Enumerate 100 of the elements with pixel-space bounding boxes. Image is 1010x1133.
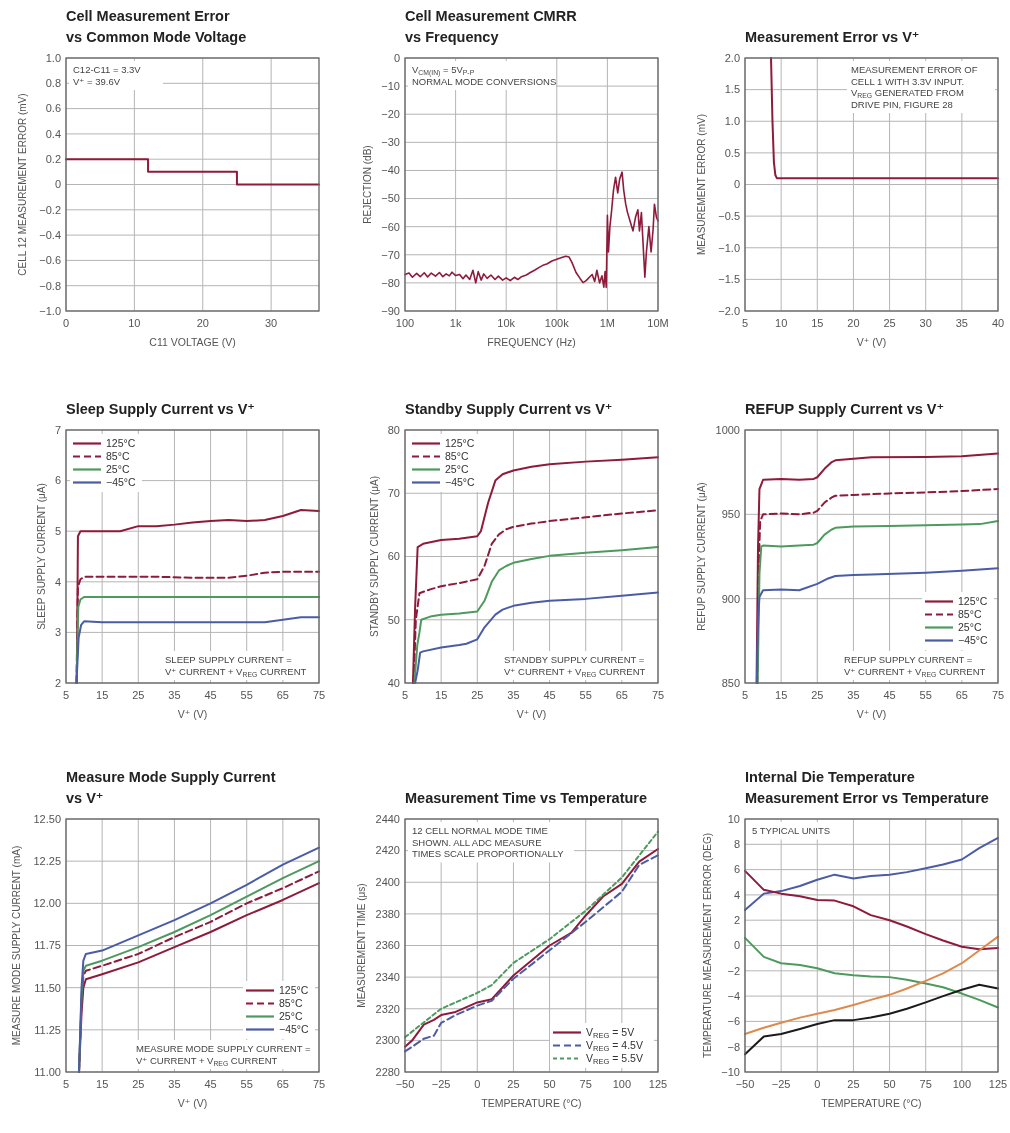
y-tick-label: −90 (381, 304, 400, 317)
annotation: C12-C11 = 3.3V V⁺ = 39.6V (73, 64, 142, 87)
y-tick-label: 1.5 (724, 83, 740, 96)
y-tick-label: 0.5 (724, 146, 740, 159)
x-tick-label: 15 (435, 689, 448, 701)
annotation: V$_{CM(IN)}$ = 5V$_{P-P}$ NORMAL MODE CONVERSIONS (412, 64, 557, 87)
x-tick-label: 35 (847, 689, 860, 701)
y-axis-title: REFUP SUPPLY CURRENT (μA) (696, 482, 708, 631)
x-tick-label: 5 (741, 689, 749, 701)
y-tick-label: 0.6 (45, 102, 61, 115)
x-tick-label: 15 (811, 317, 824, 329)
x-axis-title: V⁺ (V) (856, 708, 887, 720)
y-axis-title: TEMPERATURE MEASUREMENT ERROR (DEG) (702, 832, 714, 1059)
y-axis-title: MEASURE MODE SUPPLY CURRENT (mA) (11, 845, 22, 1046)
y-tick-label: 2400 (375, 876, 400, 889)
x-axis-title: V⁺ (V) (516, 708, 547, 720)
y-axis-title: CELL 12 MEASUREMENT ERROR (mV) (17, 93, 29, 276)
line-series (744, 869, 999, 951)
y-tick-label: −0.2 (39, 203, 61, 216)
x-tick-label: 50 (543, 1078, 556, 1090)
x-tick-label: 45 (204, 1078, 217, 1090)
line-series (744, 983, 999, 1056)
y-tick-label: −70 (381, 248, 400, 261)
y-tick-label: 12.00 (33, 897, 61, 910)
x-tick-label: 5 (401, 689, 409, 701)
x-tick-label: 35 (507, 689, 520, 701)
x-tick-label: −25 (431, 1078, 451, 1090)
x-tick-label: 5 (62, 1078, 70, 1090)
y-tick-label: 50 (387, 613, 400, 626)
legend-label: 125°C (445, 437, 475, 450)
y-tick-label: −1.0 (39, 304, 61, 317)
legend-label: −45°C (958, 634, 989, 647)
x-tick-label: 40 (991, 317, 1005, 329)
x-axis-title: TEMPERATURE (°C) (821, 1097, 922, 1109)
y-tick-label: 11.50 (34, 981, 61, 994)
line-series (414, 591, 659, 684)
chart-title: Measurement Error vs V⁺ (745, 29, 920, 45)
y-axis-title: SLEEP SUPPLY CURRENT (μA) (35, 483, 47, 630)
x-tick-label: 55 (240, 1078, 253, 1090)
y-tick-label: 11.25 (34, 1023, 61, 1036)
y-tick-label: 0 (733, 939, 740, 952)
y-tick-label: 950 (721, 508, 740, 521)
x-tick-label: 5 (62, 689, 70, 701)
y-tick-label: 6 (54, 474, 61, 487)
y-tick-label: 0.8 (45, 77, 61, 90)
x-tick-label: 100 (395, 317, 415, 329)
x-tick-label: 55 (919, 689, 932, 701)
x-tick-label: 30 (265, 317, 278, 329)
legend-label: V$_{REG}$ = 4.5V (586, 1039, 643, 1053)
legend-label: 25°C (958, 621, 982, 634)
x-tick-label: 5 (741, 317, 749, 329)
chart-title: Cell Measurement Error vs Common Mode Voltage (66, 8, 247, 45)
legend-label: 125°C (106, 437, 136, 450)
x-tick-label: 125 (648, 1078, 668, 1090)
x-tick-label: 100 (612, 1078, 632, 1090)
line-series (770, 57, 999, 180)
x-tick-label: 45 (883, 689, 896, 701)
y-tick-label: −10 (721, 1065, 740, 1078)
annotation: 12 CELL NORMAL MODE TIME SHOWN. ALL ADC MEASURE TIMES SCALE PROPORTIONALLY (412, 825, 565, 859)
y-tick-label: 0.4 (45, 127, 61, 140)
y-tick-label: −2 (727, 964, 740, 977)
x-tick-label: 65 (276, 689, 289, 701)
y-tick-label: −0.5 (718, 209, 740, 222)
y-tick-label: 2420 (375, 844, 400, 857)
y-tick-label: 4 (54, 575, 61, 588)
legend-label: 85°C (958, 608, 982, 621)
x-tick-label: 100 (952, 1078, 972, 1090)
y-tick-label: −20 (381, 108, 400, 121)
x-tick-label: 65 (615, 689, 628, 701)
y-tick-label: −0.4 (39, 228, 61, 241)
x-tick-label: 25 (471, 689, 484, 701)
y-tick-label: 850 (721, 676, 740, 689)
x-tick-label: 55 (240, 689, 253, 701)
x-tick-label: 75 (991, 689, 1005, 701)
y-tick-label: −1.5 (718, 273, 740, 286)
x-tick-label: 65 (955, 689, 968, 701)
y-tick-label: 80 (387, 423, 400, 436)
annotation: STANDBY SUPPLY CURRENT = V⁺ CURRENT + V$_{REG}$ CURRENT (504, 654, 646, 678)
legend-label: −45°C (279, 1023, 310, 1036)
x-tick-label: 10M (647, 317, 669, 329)
x-tick-label: 25 (132, 689, 145, 701)
annotation: MEASURE MODE SUPPLY CURRENT = V⁺ CURRENT + V$_{REG}$ CURRENT (136, 1043, 311, 1067)
legend-label: 125°C (958, 595, 988, 608)
y-axis-title: MEASUREMENT ERROR (mV) (696, 114, 708, 255)
y-tick-label: −10 (381, 79, 400, 92)
x-tick-label: −50 (395, 1078, 415, 1090)
y-tick-label: −40 (381, 164, 400, 177)
line-series (75, 595, 320, 684)
y-tick-label: −50 (381, 192, 400, 205)
x-tick-label: 1k (449, 317, 462, 329)
y-tick-label: 5 (54, 525, 61, 538)
x-tick-label: 75 (919, 1078, 932, 1090)
y-tick-label: 2320 (375, 1002, 400, 1015)
y-tick-label: 8 (733, 838, 740, 851)
y-tick-label: 2360 (375, 939, 400, 952)
y-tick-label: 1.0 (45, 51, 61, 64)
x-tick-label: 75 (312, 1078, 326, 1090)
x-tick-label: 15 (775, 689, 788, 701)
legend-label: 25°C (106, 463, 130, 476)
y-axis-title: STANDBY SUPPLY CURRENT (μA) (368, 476, 380, 637)
